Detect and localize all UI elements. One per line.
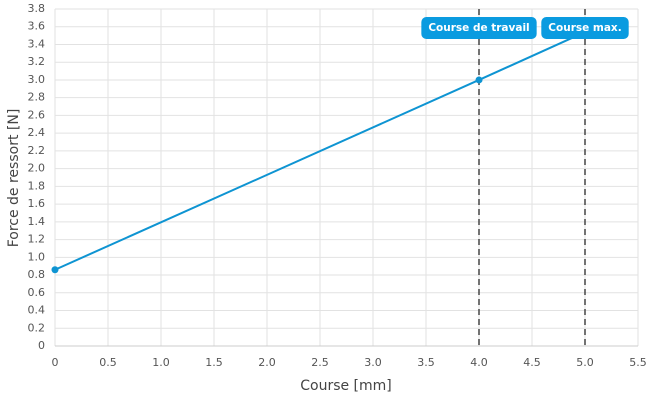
y-tick-label: 0.6 (28, 286, 46, 299)
y-tick-label: 3.2 (28, 55, 46, 68)
x-tick-label: 5.5 (629, 356, 647, 369)
y-tick-label: 0 (38, 339, 45, 352)
y-tick-label: 3.0 (28, 73, 46, 86)
data-point (51, 266, 59, 274)
y-tick-label: 2.6 (28, 108, 46, 121)
x-tick-label: 0.5 (99, 356, 117, 369)
annotation-box (421, 17, 537, 39)
x-tick-label: 1.0 (152, 356, 170, 369)
y-tick-label: 3.6 (28, 20, 46, 33)
annotation-label: Course de travail (421, 17, 537, 39)
y-tick-label: 1.2 (28, 233, 46, 246)
annotation-text: Course de travail (428, 22, 529, 34)
y-tick-label: 3.4 (28, 37, 46, 50)
x-axis-label: Course [mm] (300, 378, 392, 394)
x-tick-label: 3.0 (364, 356, 382, 369)
y-axis-label: Force de ressort [N] (6, 109, 22, 248)
y-tick-label: 0.8 (28, 268, 46, 281)
y-tick-label: 2.4 (28, 126, 46, 139)
y-tick-label: 2.2 (28, 144, 46, 157)
annotation-box (541, 17, 629, 39)
x-tick-label: 1.5 (205, 356, 223, 369)
y-tick-label: 2.0 (28, 162, 46, 175)
y-tick-label: 1.4 (28, 215, 46, 228)
y-tick-label: 1.0 (28, 250, 46, 263)
annotation-label: Course max. (541, 17, 629, 39)
y-tick-label: 0.2 (28, 321, 46, 334)
x-tick-label: 4.5 (523, 356, 541, 369)
x-tick-label: 3.5 (417, 356, 435, 369)
y-tick-label: 1.6 (28, 197, 46, 210)
annotation-text: Course max. (548, 22, 621, 34)
y-tick-label: 2.8 (28, 91, 46, 104)
y-tick-label: 0.4 (28, 304, 46, 317)
x-tick-label: 0 (52, 356, 59, 369)
y-tick-label: 3.8 (28, 2, 46, 15)
data-point (475, 76, 483, 84)
x-tick-label: 5.0 (576, 356, 594, 369)
x-tick-label: 2.5 (311, 356, 329, 369)
x-tick-label: 2.0 (258, 356, 276, 369)
x-tick-label: 4.0 (470, 356, 488, 369)
y-tick-label: 1.8 (28, 179, 46, 192)
